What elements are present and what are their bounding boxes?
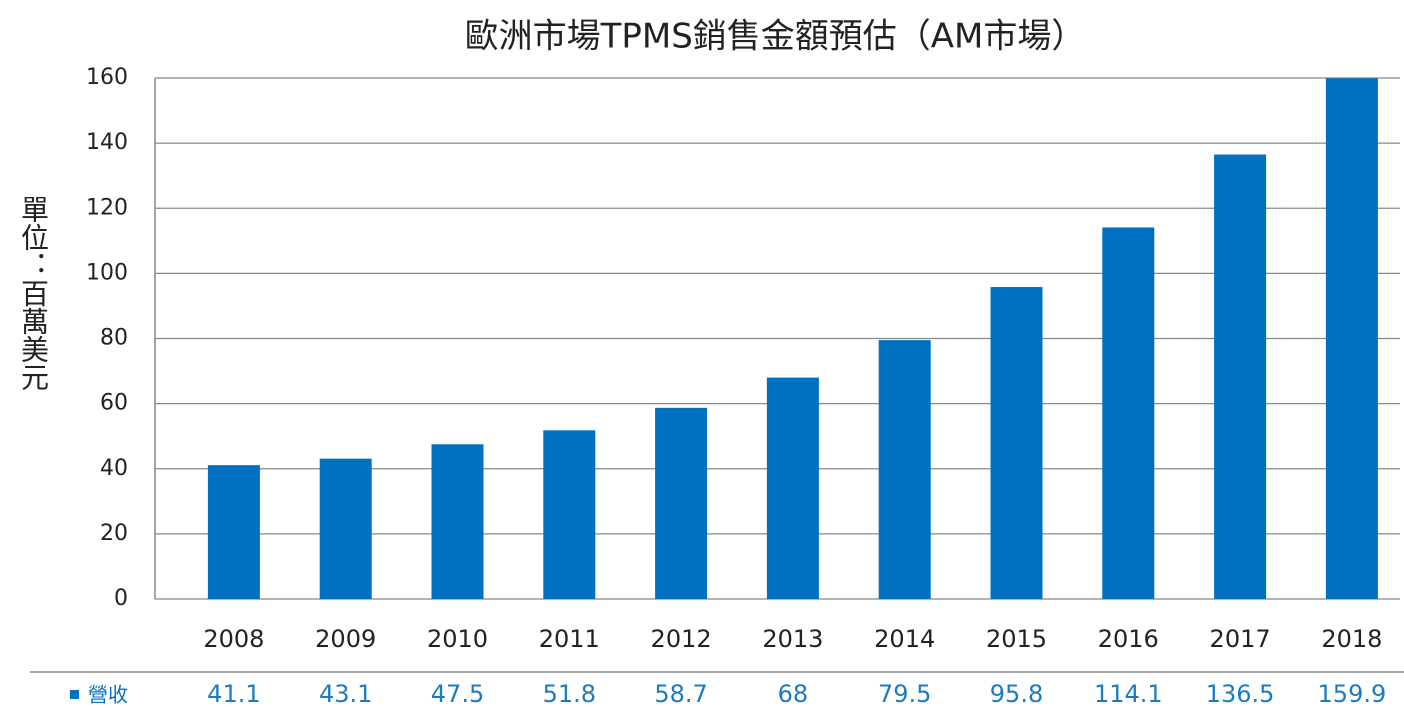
x-tick-label: 2010 [427,625,488,653]
bar [319,458,372,599]
bar [207,465,260,599]
legend-label: 營收 [88,683,128,707]
y-tick-label: 60 [100,391,128,416]
bar [1214,154,1267,599]
x-tick-label: 2018 [1321,625,1382,653]
x-tick-label: 2014 [874,625,935,653]
table-value: 159.9 [1318,680,1387,708]
y-tick-label: 120 [86,195,128,220]
y-tick-label: 0 [114,586,128,611]
x-tick-label: 2017 [1210,625,1271,653]
bar [431,444,484,599]
bar [878,340,931,599]
bar [543,430,596,599]
bar [766,377,819,599]
chart-title: 歐洲市場TPMS銷售金額預估（AM市場） [465,17,1086,57]
x-tick-label: 2016 [1098,625,1159,653]
x-tick-label: 2012 [651,625,712,653]
table-value: 51.8 [543,680,596,708]
table-value: 136.5 [1206,680,1275,708]
table-value: 41.1 [207,680,260,708]
bar [990,287,1043,599]
x-tick-label: 2013 [762,625,823,653]
table-value: 95.8 [990,680,1043,708]
bar [655,407,708,599]
table-value: 79.5 [878,680,931,708]
y-axis-label: 單位：百萬美元 [17,195,50,391]
table-value: 47.5 [431,680,484,708]
y-tick-label: 100 [86,260,128,285]
x-tick-label: 2011 [539,625,600,653]
y-tick-label: 140 [86,130,128,155]
y-tick-label: 80 [100,326,128,351]
table-value: 58.7 [654,680,707,708]
bar [1325,78,1378,599]
bar [1102,227,1155,600]
y-tick-label: 20 [100,521,128,546]
x-tick-label: 2008 [203,625,264,653]
x-tick-label: 2015 [986,625,1047,653]
y-tick-label: 40 [100,456,128,481]
table-value: 114.1 [1094,680,1163,708]
table-value: 68 [778,680,809,708]
x-tick-label: 2009 [315,625,376,653]
table-value: 43.1 [319,680,372,708]
y-tick-label: 160 [86,65,128,90]
legend-swatch [70,690,79,699]
